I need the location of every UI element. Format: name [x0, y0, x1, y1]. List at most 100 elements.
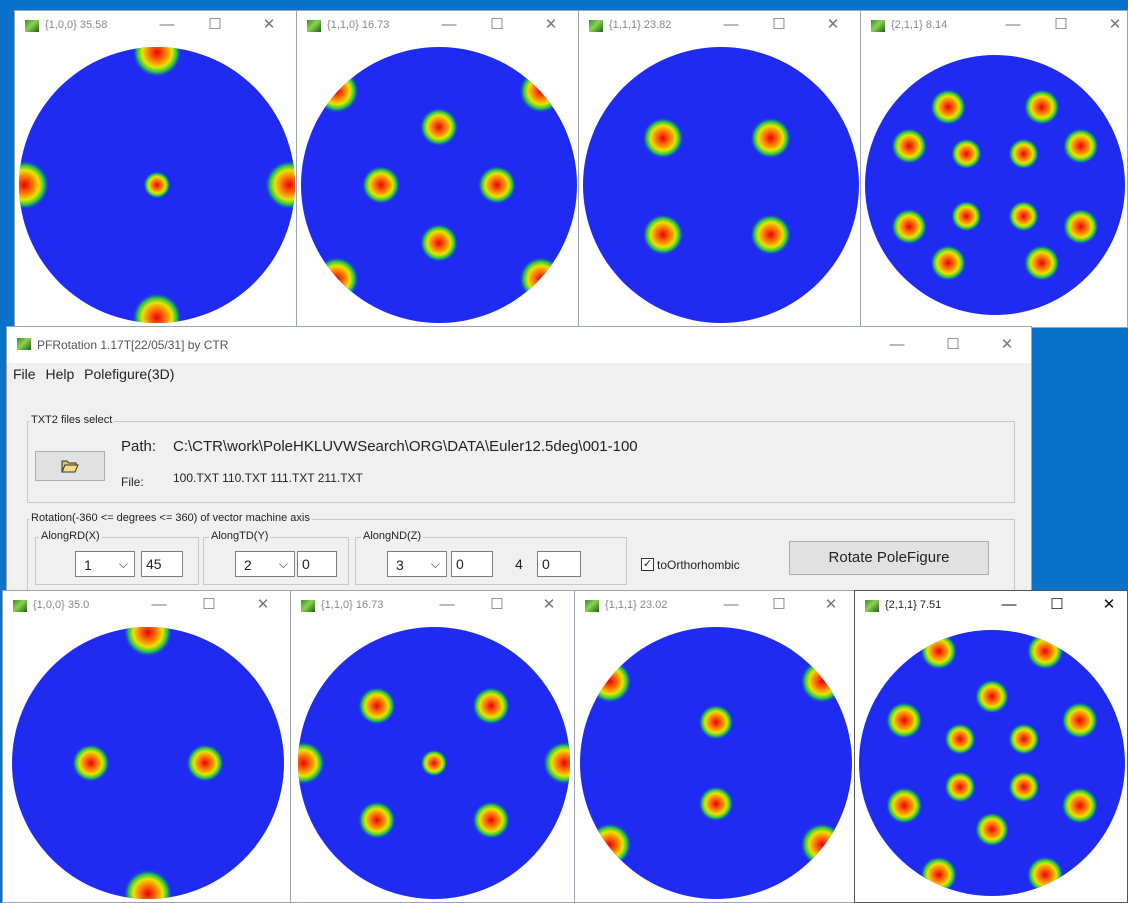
pole-spot: [1062, 127, 1099, 165]
pole-spot: [930, 88, 967, 126]
pf-window-top-1[interactable]: {1,0,0} 35.58 — ☐ ✕: [14, 10, 298, 328]
pole-spot: [1007, 723, 1040, 756]
pf-window-bottom-2[interactable]: {1,1,0} 16.73 — ☐ ✕: [290, 590, 576, 903]
close-icon[interactable]: ✕: [542, 596, 556, 613]
minimize-icon[interactable]: —: [723, 596, 739, 613]
close-icon[interactable]: ✕: [1108, 16, 1122, 33]
pole-spot: [642, 213, 684, 256]
window-title: {1,1,0} 16.73: [321, 599, 384, 611]
pole-spot: [698, 704, 734, 740]
title-bar[interactable]: {1,1,0} 16.73 — ☐ ✕: [291, 591, 575, 621]
window-title: {2,1,1} 8.14: [891, 19, 948, 31]
app-icon: [307, 20, 321, 32]
rd-axis-value: 1: [84, 557, 92, 573]
menu-file[interactable]: File: [13, 366, 36, 382]
title-bar[interactable]: PFRotation 1.17T[22/05/31] by CTR — ☐ ✕: [7, 327, 1031, 363]
maximize-icon[interactable]: ☐: [772, 596, 786, 613]
td-angle-input[interactable]: 0: [297, 551, 337, 577]
window-title: PFRotation 1.17T[22/05/31] by CTR: [37, 338, 229, 352]
title-bar[interactable]: {1,1,1} 23.02 — ☐ ✕: [575, 591, 855, 621]
nd-angle-input[interactable]: 0: [451, 551, 493, 577]
nd-extra-angle-input[interactable]: 0: [537, 551, 581, 577]
menu-help[interactable]: Help: [45, 366, 75, 382]
pole-spot: [891, 127, 928, 165]
close-icon[interactable]: ✕: [826, 16, 840, 33]
menu-polefigure-3d[interactable]: Polefigure(3D): [84, 366, 175, 382]
title-bar[interactable]: {2,1,1} 7.51 — ☐ ✕: [855, 591, 1127, 621]
pole-figure-disc: [580, 627, 852, 899]
pf-window-top-2[interactable]: {1,1,0} 16.73 — ☐ ✕: [296, 10, 580, 328]
pole-spot: [749, 117, 792, 159]
pole-spot: [1061, 701, 1099, 740]
nd-extra-number: 4: [515, 556, 523, 572]
pf-window-top-4[interactable]: {2,1,1} 8.14 — ☐ ✕: [860, 10, 1128, 328]
maximize-icon[interactable]: ☐: [772, 16, 786, 33]
pole-spot: [186, 743, 225, 783]
path-label: Path:: [121, 438, 157, 455]
minimize-icon[interactable]: —: [889, 336, 905, 353]
pole-figure: [298, 627, 570, 899]
window-title: {1,0,0} 35.0: [33, 599, 90, 611]
open-folder-button[interactable]: [35, 451, 105, 481]
maximize-icon[interactable]: ☐: [490, 16, 504, 33]
pole-spot: [71, 743, 110, 783]
minimize-icon[interactable]: —: [159, 16, 175, 33]
nd-axis-select[interactable]: 3 ⌵: [387, 551, 447, 577]
pole-figure: [865, 55, 1125, 315]
maximize-icon[interactable]: ☐: [1050, 596, 1064, 613]
pf-window-bottom-4[interactable]: {2,1,1} 7.51 — ☐ ✕: [854, 590, 1128, 903]
to-orthorhombic-checkbox[interactable]: ✓: [641, 558, 654, 571]
pole-spot: [588, 659, 632, 704]
pole-spot: [944, 770, 977, 803]
pole-figure-disc: [865, 55, 1125, 315]
maximize-icon[interactable]: ☐: [946, 336, 960, 353]
pole-spot: [974, 679, 1010, 714]
close-icon[interactable]: ✕: [262, 16, 276, 33]
pole-spot: [950, 200, 982, 232]
minimize-icon[interactable]: —: [723, 16, 739, 33]
pf-window-bottom-1[interactable]: {1,0,0} 35.0 — ☐ ✕: [2, 590, 292, 903]
title-bar[interactable]: {1,0,0} 35.58 — ☐ ✕: [15, 11, 297, 41]
maximize-icon[interactable]: ☐: [490, 596, 504, 613]
app-icon: [865, 600, 879, 612]
td-axis-select[interactable]: 2 ⌵: [235, 551, 295, 577]
pole-spot: [891, 208, 928, 245]
app-icon: [301, 600, 315, 612]
rd-axis-select[interactable]: 1 ⌵: [75, 551, 135, 577]
maximize-icon[interactable]: ☐: [1054, 16, 1068, 33]
maximize-icon[interactable]: ☐: [202, 596, 216, 613]
title-bar[interactable]: {1,0,0} 35.0 — ☐ ✕: [3, 591, 291, 621]
along-rd-label: AlongRD(X): [39, 530, 102, 542]
minimize-icon[interactable]: —: [439, 596, 455, 613]
pf-window-top-3[interactable]: {1,1,1} 23.82 — ☐ ✕: [578, 10, 862, 328]
title-bar[interactable]: {2,1,1} 8.14 — ☐ ✕: [861, 11, 1127, 41]
pole-spot: [419, 223, 459, 263]
pole-figure: [583, 47, 859, 323]
pole-spot: [920, 856, 958, 894]
title-bar[interactable]: {1,1,0} 16.73 — ☐ ✕: [297, 11, 579, 41]
close-icon[interactable]: ✕: [1000, 336, 1014, 353]
title-bar[interactable]: {1,1,1} 23.82 — ☐ ✕: [579, 11, 861, 41]
minimize-icon[interactable]: —: [1005, 16, 1021, 33]
pole-spot: [314, 69, 359, 114]
close-icon[interactable]: ✕: [256, 596, 270, 613]
maximize-icon[interactable]: ☐: [208, 16, 222, 33]
pole-spot: [361, 165, 401, 205]
pole-spot: [1026, 856, 1064, 894]
rotate-polefigure-button[interactable]: Rotate PoleFigure: [789, 541, 989, 575]
pfrotation-window[interactable]: PFRotation 1.17T[22/05/31] by CTR — ☐ ✕ …: [6, 326, 1032, 608]
along-td-label: AlongTD(Y): [209, 530, 271, 542]
minimize-icon[interactable]: —: [151, 596, 167, 613]
minimize-icon[interactable]: —: [1001, 596, 1017, 613]
rd-angle-input[interactable]: 45: [141, 551, 183, 577]
close-icon[interactable]: ✕: [544, 16, 558, 33]
pole-spot: [123, 869, 173, 899]
minimize-icon[interactable]: —: [441, 16, 457, 33]
pole-spot: [1008, 138, 1040, 170]
pole-spot: [472, 686, 511, 725]
close-icon[interactable]: ✕: [1102, 596, 1116, 613]
pf-window-bottom-3[interactable]: {1,1,1} 23.02 — ☐ ✕: [574, 590, 856, 903]
pole-spot: [314, 256, 359, 301]
close-icon[interactable]: ✕: [824, 596, 838, 613]
txt2-files-group: [27, 421, 1015, 503]
